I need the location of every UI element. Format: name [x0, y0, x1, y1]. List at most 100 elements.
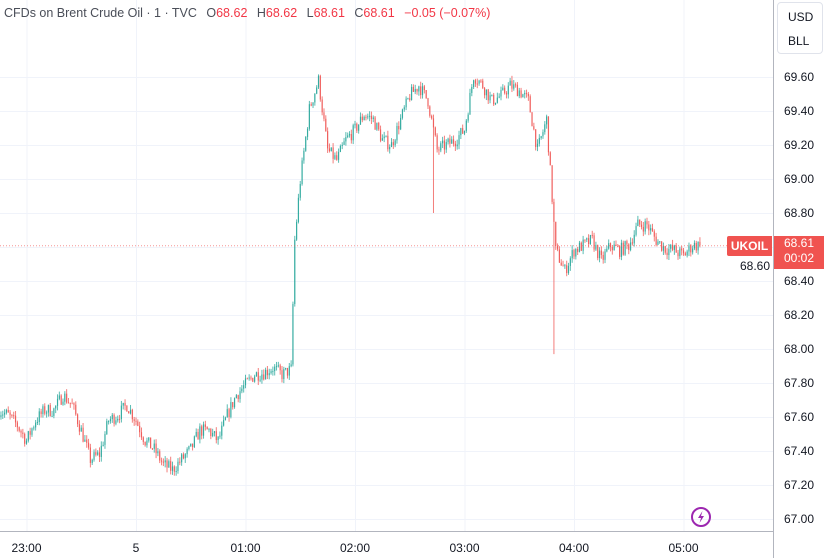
candle-body: [75, 404, 77, 415]
candle-body: [219, 435, 221, 437]
candle-body: [337, 151, 340, 160]
price-tick-label: 68.80: [784, 206, 814, 220]
candle-body: [233, 398, 236, 408]
candle-body: [619, 246, 621, 257]
candle-body: [120, 405, 122, 420]
candle-body: [102, 444, 104, 446]
price-tick-label: 67.40: [784, 444, 814, 458]
candle-body: [500, 90, 502, 97]
time-tick-label: 5: [133, 541, 140, 555]
candle-body: [228, 409, 230, 417]
open-value: 68.62: [216, 6, 248, 20]
candle-body: [369, 115, 371, 117]
candle-body: [314, 93, 316, 103]
candle-body: [372, 117, 374, 119]
candle-body: [635, 226, 637, 235]
candle-body: [122, 402, 124, 406]
currency-unit-button[interactable]: USD BLL: [777, 2, 823, 54]
candle-body: [661, 241, 663, 251]
open-label: O: [206, 6, 217, 20]
candle-body: [312, 102, 314, 106]
price-tick-label: 67.20: [784, 478, 814, 492]
candle-body: [11, 414, 13, 416]
candle-body: [447, 138, 449, 143]
candle-body: [440, 143, 442, 151]
candle-body: [199, 426, 201, 440]
candle-body: [602, 254, 604, 260]
candle-body: [420, 86, 422, 96]
candle-body: [243, 385, 245, 389]
candle-body: [429, 106, 431, 116]
candle-body: [288, 366, 290, 376]
candle-body: [49, 405, 51, 416]
candle-body: [71, 403, 73, 405]
candle-body: [653, 231, 655, 237]
candle-body: [511, 80, 513, 89]
candle-body: [104, 434, 106, 445]
candle-body: [274, 366, 276, 372]
candle-body: [328, 148, 331, 152]
candle-body: [547, 116, 550, 153]
candle-body: [188, 446, 190, 449]
candle-body: [332, 147, 334, 159]
low-label: L: [306, 6, 314, 20]
candle-body: [567, 265, 570, 274]
candle-body: [13, 415, 15, 417]
candle-body: [197, 431, 199, 440]
candle-body: [520, 90, 522, 98]
candle-body: [410, 86, 413, 100]
candle-body: [290, 364, 292, 367]
candle-body: [480, 80, 482, 82]
candle-body: [301, 160, 303, 185]
candle-body: [502, 87, 504, 91]
price-tick-label: 69.00: [784, 172, 814, 186]
last-price-value: 68.61: [783, 236, 815, 250]
candle-body: [5, 409, 8, 413]
candle-body: [542, 132, 544, 137]
candle-body: [140, 432, 143, 438]
candle-body: [175, 471, 177, 473]
candle-body: [675, 245, 677, 253]
candle-body: [182, 454, 185, 459]
candle-body: [606, 248, 608, 252]
candle-body: [168, 461, 170, 468]
candle-body: [246, 378, 248, 380]
candle-body: [378, 123, 380, 130]
candle-body: [483, 88, 486, 96]
candle-body: [354, 123, 356, 126]
candle-body: [633, 234, 635, 244]
candle-body: [244, 378, 247, 386]
candle-body: [115, 420, 117, 424]
candle-body: [692, 248, 694, 253]
time-axis[interactable]: 23:00 5 01:00 02:00 03:00 04:00 05:00: [11, 541, 698, 555]
symbol-price-tag: UKOIL: [727, 236, 772, 256]
candle-body: [170, 461, 172, 471]
candle-body: [566, 265, 568, 274]
candle-body: [631, 242, 633, 244]
candle-body: [677, 252, 679, 257]
candle-body: [498, 96, 500, 98]
lightning-icon[interactable]: [691, 507, 711, 527]
price-axis[interactable]: 67.00 67.20 67.40 67.60 67.80 68.00 68.20 68.40…: [740, 70, 814, 526]
candle-body: [162, 461, 164, 463]
candle-body: [582, 239, 584, 251]
candle-body: [266, 369, 268, 376]
candle-body: [609, 243, 612, 248]
candle-body: [226, 409, 228, 418]
price-tick-label: 67.80: [784, 376, 814, 390]
candle-body: [7, 409, 9, 413]
candle-body: [250, 377, 252, 379]
candle-body: [263, 374, 265, 380]
candle-body: [595, 245, 597, 250]
candle-body: [334, 155, 336, 159]
candle-body: [673, 245, 675, 250]
candle-body: [191, 443, 194, 447]
candle-body: [518, 90, 520, 97]
candle-body: [98, 452, 101, 457]
candle-body: [460, 128, 462, 136]
candle-body: [29, 431, 31, 435]
candle-body: [22, 432, 24, 434]
price-tick-label: 69.20: [784, 138, 814, 152]
candle-body: [434, 127, 436, 136]
